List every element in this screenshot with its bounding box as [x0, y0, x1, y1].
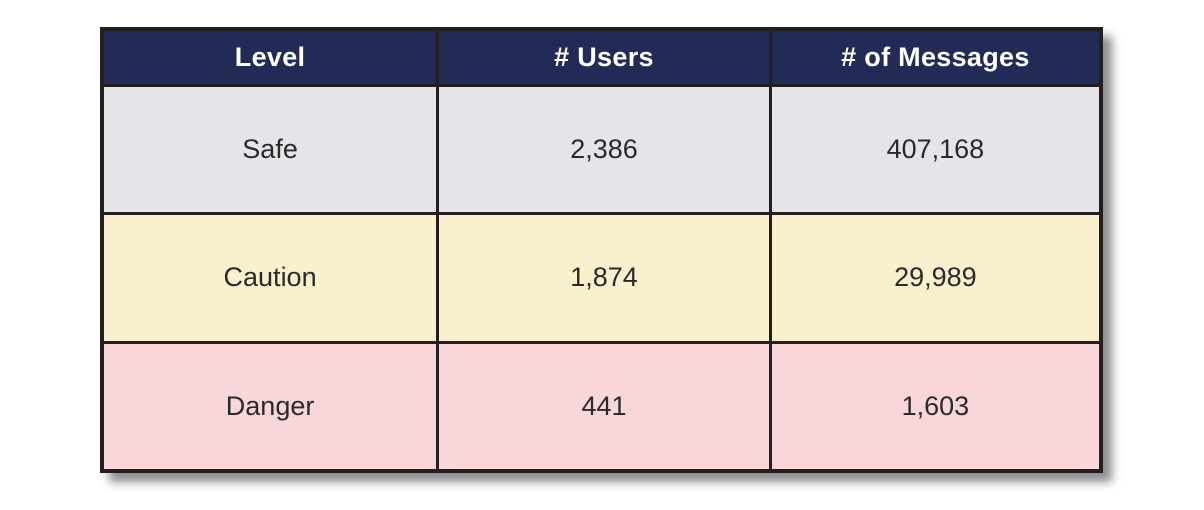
table-header: Level # Users # of Messages	[100, 27, 1103, 87]
table-row-safe: Safe 2,386 407,168	[100, 83, 1103, 216]
cell-safe-level: Safe	[100, 83, 440, 216]
cell-danger-messages: 1,603	[768, 340, 1103, 473]
cell-caution-messages: 29,989	[768, 212, 1103, 344]
column-header-users: # Users	[436, 27, 772, 87]
table-body: Safe 2,386 407,168 Caution 1,874 29,989 …	[100, 83, 1103, 473]
cell-danger-users: 441	[436, 340, 772, 473]
column-header-messages: # of Messages	[768, 27, 1103, 87]
cell-safe-messages: 407,168	[768, 83, 1103, 216]
cell-danger-level: Danger	[100, 340, 440, 473]
risk-level-table: Level # Users # of Messages Safe 2,386 4…	[100, 27, 1103, 473]
table-row-caution: Caution 1,874 29,989	[100, 212, 1103, 344]
cell-caution-level: Caution	[100, 212, 440, 344]
column-header-level: Level	[100, 27, 440, 87]
header-row: Level # Users # of Messages	[100, 27, 1103, 87]
cell-caution-users: 1,874	[436, 212, 772, 344]
table-row-danger: Danger 441 1,603	[100, 340, 1103, 473]
cell-safe-users: 2,386	[436, 83, 772, 216]
